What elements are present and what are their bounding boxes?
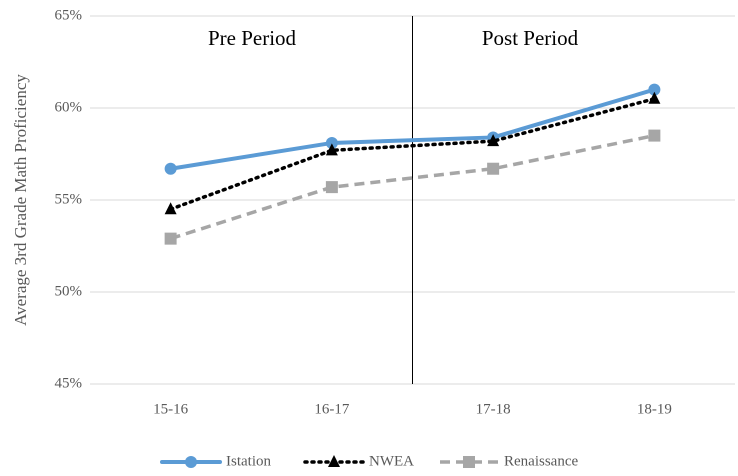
annotation: Pre Period: [208, 26, 297, 50]
legend-marker: [328, 455, 340, 467]
point: [648, 129, 661, 142]
point: [487, 162, 500, 175]
x-tick-label: 16-17: [314, 401, 349, 417]
point: [487, 134, 500, 147]
point: [648, 91, 661, 104]
series-line: [168, 97, 657, 211]
x-tick-label: 15-16: [153, 401, 188, 417]
y-tick-label: 50%: [55, 283, 83, 299]
annotation: Post Period: [482, 26, 579, 50]
legend: Istation NWEA Renaissance: [160, 453, 578, 469]
legend-label: Istation: [226, 453, 271, 469]
y-axis-title: Average 3rd Grade Math Proficiency: [11, 74, 30, 326]
legend-item: Renaissance: [440, 453, 578, 469]
point: [325, 136, 338, 149]
x-tick-label: 18-19: [637, 401, 672, 417]
legend-marker: [185, 456, 197, 468]
point: [325, 143, 338, 156]
legend-item: Istation: [160, 453, 271, 469]
point: [648, 83, 661, 96]
legend-label: Renaissance: [504, 453, 578, 469]
series-line: [170, 133, 655, 241]
y-tick-label: 55%: [55, 191, 83, 207]
legend-marker: [463, 456, 475, 468]
y-tick-label: 45%: [55, 375, 83, 391]
legend-label: NWEA: [369, 453, 414, 469]
y-tick-label: 65%: [55, 7, 83, 23]
point: [164, 162, 177, 175]
y-tick-label: 60%: [55, 99, 83, 115]
x-tick-label: 17-18: [476, 401, 511, 417]
series-line: [168, 87, 657, 171]
point: [325, 181, 338, 194]
point: [164, 202, 177, 215]
point: [164, 232, 177, 245]
legend-item: NWEA: [303, 453, 414, 469]
